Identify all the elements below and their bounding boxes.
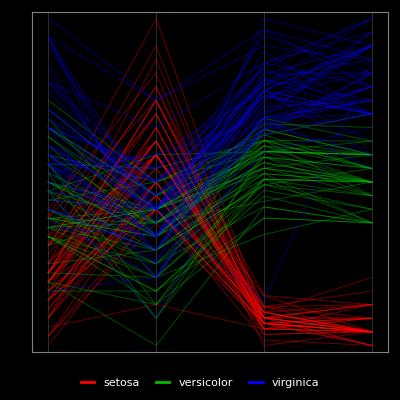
Legend: setosa, versicolor, virginica: setosa, versicolor, virginica bbox=[76, 374, 324, 392]
